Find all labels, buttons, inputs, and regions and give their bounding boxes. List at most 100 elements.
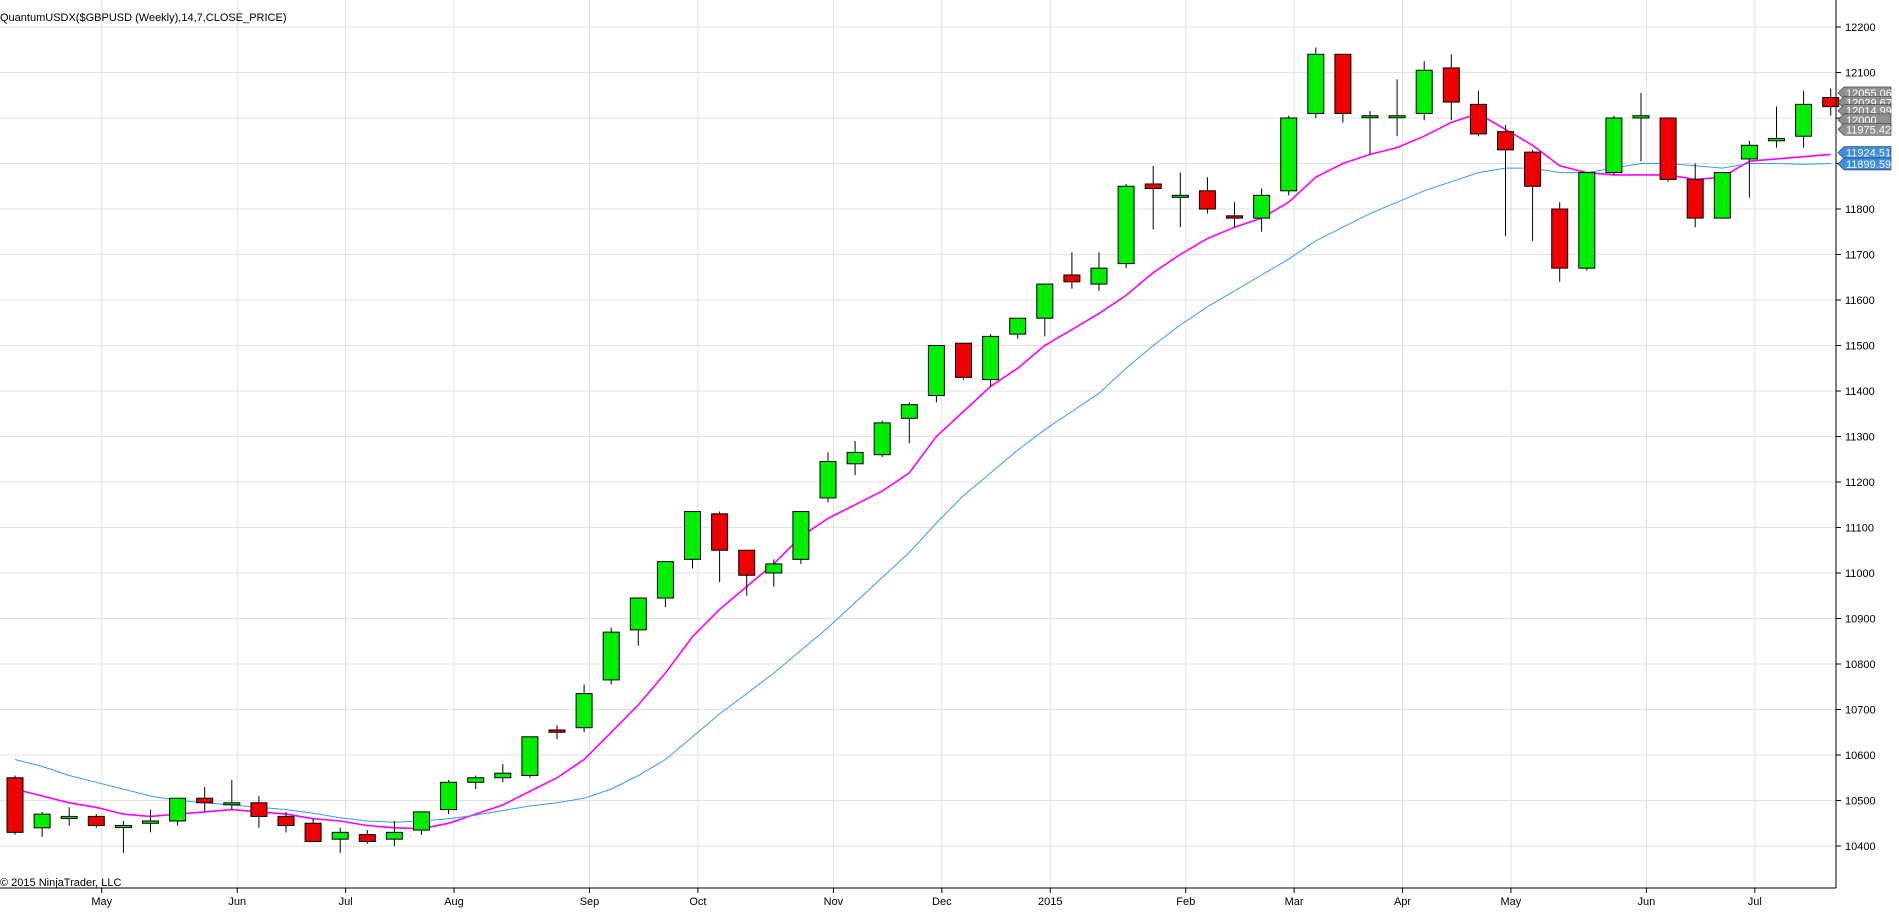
grid-lines <box>0 0 1836 888</box>
candle <box>304 818 322 842</box>
candle <box>955 342 972 380</box>
candle-body <box>1144 183 1162 190</box>
candle <box>169 797 187 826</box>
candle <box>1307 47 1325 118</box>
candle-body <box>1009 317 1027 335</box>
candle-body <box>629 597 647 631</box>
candle-body <box>6 777 24 833</box>
candle <box>548 725 566 740</box>
candlesticks <box>6 47 1840 853</box>
candle <box>575 684 593 733</box>
candle-body <box>358 834 376 842</box>
price-tag-box <box>1837 157 1892 171</box>
candle-body <box>1578 172 1596 269</box>
candle <box>602 627 620 685</box>
y-axis-ticks: 10400 10500 10600 10700 10800 10900 11000 11100… <box>1836 22 1876 853</box>
candle-body <box>1036 283 1054 319</box>
candle <box>1469 90 1487 137</box>
candle <box>60 807 78 826</box>
candle <box>846 441 864 476</box>
price-tag: 11975.42 <box>1837 123 1892 136</box>
candle-body <box>575 693 593 729</box>
candle-body <box>1063 274 1081 283</box>
candle <box>196 786 214 812</box>
x-axis-ticks: May Jun Jul Aug Sep Oct Nov Dec 2015 Feb Mar Apr May… <box>91 888 1762 908</box>
candle-body <box>87 815 105 827</box>
candle <box>413 811 430 835</box>
candle-body <box>304 822 322 842</box>
y-tick-label: 10500 <box>1845 796 1876 808</box>
candle-body <box>1524 151 1542 187</box>
price-tag: 11899.59 <box>1837 157 1892 171</box>
candle-body <box>196 797 214 804</box>
candle-body <box>1280 117 1298 192</box>
candle-body <box>1659 117 1677 180</box>
candle-body <box>819 461 837 499</box>
candle <box>1578 172 1596 271</box>
x-tick-label: Jun <box>228 896 246 908</box>
candle <box>1415 61 1433 121</box>
candle <box>87 814 105 828</box>
price-tag-box <box>1837 146 1892 159</box>
candle <box>738 549 756 596</box>
candle-body <box>982 335 1000 381</box>
candle-body <box>521 736 539 776</box>
candle <box>33 811 51 837</box>
y-tick-label: 11300 <box>1845 432 1875 444</box>
y-tick-label: 10900 <box>1845 614 1876 626</box>
candle-body <box>1361 115 1379 119</box>
y-tick-label: 11500 <box>1845 341 1875 353</box>
candle-body <box>331 831 349 840</box>
candle <box>440 780 458 815</box>
candle <box>792 511 810 564</box>
candle <box>467 775 485 790</box>
candle <box>927 345 945 403</box>
candle <box>982 334 1000 387</box>
candle-body <box>277 815 295 827</box>
x-tick-label: Jul <box>1748 896 1762 908</box>
candle <box>1632 92 1650 162</box>
candle <box>1144 165 1162 230</box>
candle <box>358 830 376 844</box>
candle <box>765 559 783 587</box>
candle-body <box>1415 69 1433 114</box>
candle-body <box>1632 115 1650 119</box>
candle <box>819 452 837 503</box>
candle-body <box>1713 172 1731 219</box>
candle-body <box>1686 178 1704 219</box>
candle <box>1551 202 1569 282</box>
candle-body <box>1469 103 1487 135</box>
candle <box>1063 252 1081 289</box>
x-tick-label: Sep <box>580 896 600 908</box>
copyright-text: © 2015 NinjaTrader, LLC <box>0 877 121 889</box>
price-tag-label: 11899.59 <box>1846 159 1891 171</box>
price-tags: 12055.0612029.6712014.991200011975.42119… <box>1837 86 1892 171</box>
candle <box>494 764 512 783</box>
candle-body <box>602 631 620 681</box>
y-tick-label: 10600 <box>1845 750 1876 762</box>
candle <box>331 827 349 853</box>
candle-body <box>142 820 159 824</box>
candle <box>656 561 674 608</box>
candle <box>629 597 647 646</box>
chart-title: QuantumUSDX($GBPUSD (Weekly),14,7,CLOSE_… <box>0 12 287 24</box>
y-tick-label: 11600 <box>1845 295 1875 307</box>
x-tick-label: Feb <box>1176 896 1195 908</box>
x-tick-label: Aug <box>444 896 464 908</box>
x-tick-label: May <box>91 896 112 908</box>
candle <box>1795 90 1813 148</box>
candle <box>1497 124 1514 237</box>
candle-body <box>250 802 268 817</box>
x-tick-label: Dec <box>932 896 952 908</box>
candle <box>142 809 159 833</box>
candle-body <box>765 563 783 574</box>
candle-body <box>60 815 78 819</box>
candle <box>1280 115 1298 196</box>
candle-body <box>385 831 403 840</box>
candle-body <box>1388 115 1406 119</box>
candle-body <box>846 451 864 465</box>
x-tick-label: 2015 <box>1038 896 1062 908</box>
x-tick-label: Apr <box>1394 896 1411 908</box>
candle-body <box>1334 53 1352 114</box>
